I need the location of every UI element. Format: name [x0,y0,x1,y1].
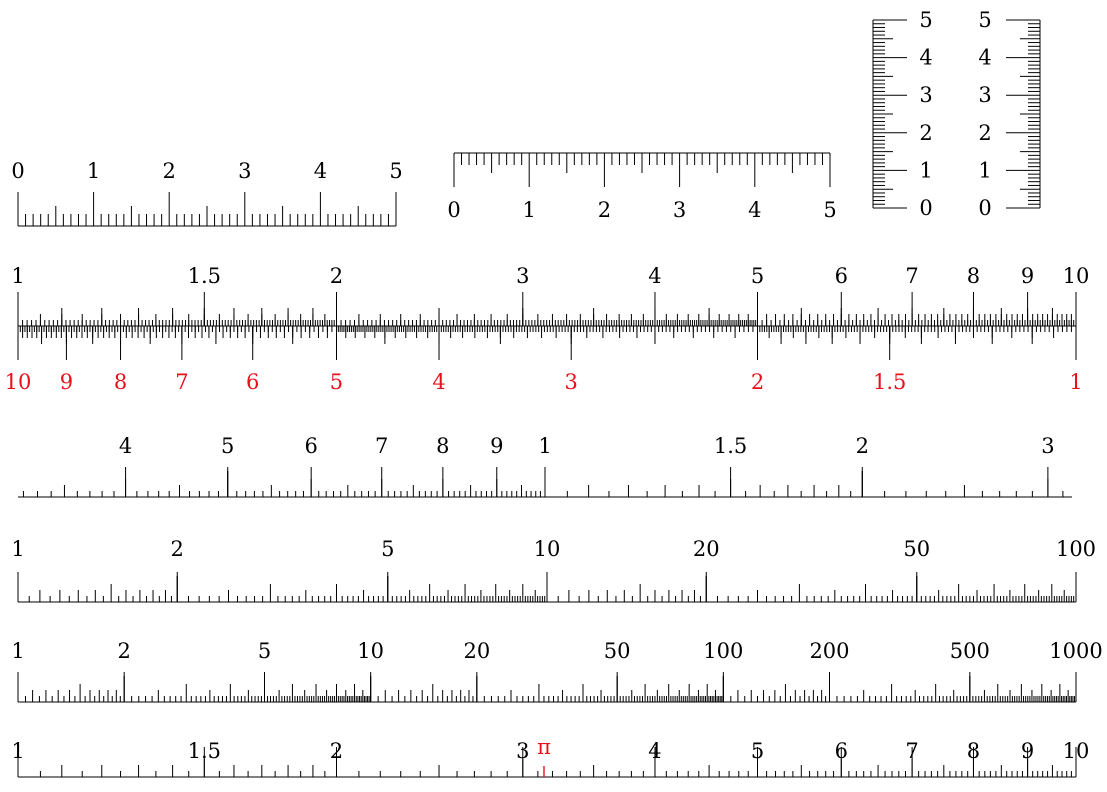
tick-label: 5 [751,264,764,288]
tick-label: 50 [604,639,631,663]
tick-label: 9 [490,434,503,458]
reciprocal-tick-label: 4 [432,370,445,394]
tick-label: 0 [447,198,460,222]
tick-label: 3 [919,83,932,107]
linear-ruler-labels-below: 0 1 2 3 4 5 [447,152,837,222]
tick-label: 0 [919,196,932,220]
tick-label: 6 [835,739,848,763]
tick-label: 5 [258,639,271,663]
tick-label: 5 [221,434,234,458]
reciprocal-tick-label: 3 [565,370,578,394]
tick-label: 2 [978,121,991,145]
tick-label: 3 [1041,434,1054,458]
reciprocal-tick-label: 6 [246,370,259,394]
linear-ruler-labels-above: 0 1 2 3 4 5 [11,159,403,227]
tick-label: 5 [751,739,764,763]
tick-label: 6 [304,434,317,458]
tick-label: 1 [11,639,24,663]
tick-label: 6 [835,264,848,288]
tick-label: 4 [919,46,932,70]
tick-label: 3 [238,159,251,183]
reciprocal-tick-label: 2 [751,370,764,394]
log-scale-with-reciprocal: 1 1.5 2 3 4 5 6 7 8 9 10 10 9 8 7 6 5 4 3 2 1.5 1 [5,264,1090,394]
tick-label: 1000 [1049,639,1102,663]
three-decade-log-scale: 1 2 5 10 20 50 100 200 500 1000 [11,639,1103,703]
reciprocal-tick-label: 9 [60,370,73,394]
tick-label: 2 [171,537,184,561]
tick-label: 2 [330,264,343,288]
tick-label: 1.5 [188,739,221,763]
tick-label: 5 [389,159,402,183]
reciprocal-tick-label: 5 [330,370,343,394]
tick-label: 50 [903,537,930,561]
tick-label: 3 [516,739,529,763]
tick-label: 5 [381,537,394,561]
tick-label: 7 [905,264,918,288]
tick-label: 20 [693,537,720,561]
tick-label: 4 [648,739,661,763]
tick-label: 10 [1063,739,1090,763]
tick-label: 500 [950,639,990,663]
tick-label: 1 [919,158,932,182]
tick-label: 1 [11,537,24,561]
tick-label: 4 [978,46,991,70]
tick-label: 5 [823,198,836,222]
tick-label: 4 [119,434,132,458]
two-decade-log-scale: 1 2 5 10 20 50 100 [11,537,1096,603]
tick-label: 8 [436,434,449,458]
tick-label: 1.5 [714,434,747,458]
tick-label: 9 [1021,264,1034,288]
tick-label: 7 [905,739,918,763]
tick-label: 4 [648,264,661,288]
tick-label: 10 [534,537,561,561]
reciprocal-tick-label: 1.5 [873,370,906,394]
tick-label: 4 [748,198,761,222]
folded-log-scale: 4 5 6 7 8 9 1 1.5 2 3 [18,434,1072,498]
tick-label: 100 [1056,537,1096,561]
tick-label: 2 [919,121,932,145]
tick-label: 1 [523,198,536,222]
tick-label: 2 [163,159,176,183]
tick-label: 2 [856,434,869,458]
reciprocal-tick-label: 1 [1069,370,1082,394]
tick-label: 4 [314,159,327,183]
reciprocal-tick-label: 8 [114,370,127,394]
tick-label: 1 [538,434,551,458]
tick-label: 1 [87,159,100,183]
tick-label: 200 [809,639,849,663]
tick-label: 9 [1021,739,1034,763]
reciprocal-tick-label: 10 [5,370,32,394]
tick-label: 3 [978,83,991,107]
tick-label: 20 [463,639,490,663]
tick-label: 2 [330,739,343,763]
tick-label: 1 [11,739,24,763]
tick-label: 2 [117,639,130,663]
tick-label: 8 [967,264,980,288]
tick-label: 10 [1063,264,1090,288]
tick-label: 3 [516,264,529,288]
tick-label: 10 [357,639,384,663]
tick-label: 1 [978,158,991,182]
tick-label: 7 [375,434,388,458]
tick-label: 0 [978,196,991,220]
vertical-ruler-right: 0 1 2 3 4 5 [978,8,1041,220]
tick-label: 5 [978,8,991,32]
vertical-ruler-left: 0 1 2 3 4 5 [872,8,933,220]
tick-label: 0 [11,159,24,183]
tick-label: 8 [967,739,980,763]
tick-label: 1 [11,264,24,288]
pi-label: π [537,735,551,759]
tick-label: 100 [703,639,743,663]
tick-label: 5 [919,8,932,32]
tick-label: 2 [598,198,611,222]
tick-label: 3 [673,198,686,222]
reciprocal-tick-label: 7 [175,370,188,394]
log-scale-with-pi-marker: 1 1.5 2 3 4 5 6 7 8 9 10 π [11,735,1090,778]
tick-label: 1.5 [188,264,221,288]
